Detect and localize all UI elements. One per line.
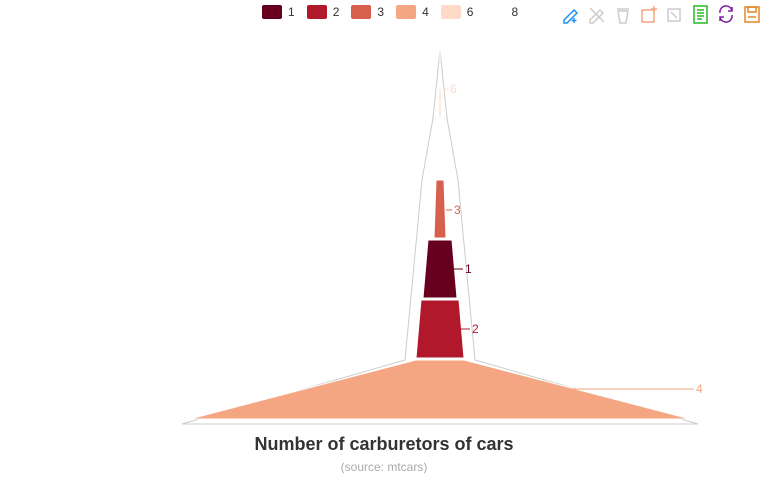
legend-label: 6 bbox=[466, 5, 474, 19]
legend-label: 1 bbox=[288, 5, 295, 19]
funnel-outline bbox=[181, 49, 699, 425]
clear-mark-icon[interactable] bbox=[612, 4, 632, 24]
remove-mark-icon[interactable] bbox=[586, 4, 606, 24]
data-label-2: 2 bbox=[472, 322, 479, 336]
zoom-reset-icon[interactable] bbox=[664, 4, 684, 24]
legend: 1 2 3 4 6 8 bbox=[262, 4, 530, 20]
funnel-segment-4[interactable] bbox=[189, 359, 691, 420]
chart-title: Number of carburetors of cars bbox=[254, 434, 514, 454]
legend-item-8[interactable]: 8 bbox=[485, 5, 518, 19]
toolbox bbox=[554, 4, 762, 24]
legend-label: 3 bbox=[377, 5, 385, 19]
legend-item-1[interactable]: 1 bbox=[262, 5, 295, 19]
legend-label: 2 bbox=[332, 5, 340, 19]
data-label-3: 3 bbox=[454, 203, 461, 217]
funnel-segment-6[interactable] bbox=[438, 87, 442, 119]
legend-item-4[interactable]: 4 bbox=[396, 5, 429, 19]
save-image-icon[interactable] bbox=[742, 4, 762, 24]
legend-item-2[interactable]: 2 bbox=[306, 5, 340, 19]
restore-icon[interactable] bbox=[716, 4, 736, 24]
data-view-icon[interactable] bbox=[690, 4, 710, 24]
data-label-6: 6 bbox=[450, 82, 457, 96]
data-label-1: 1 bbox=[465, 262, 472, 276]
legend-swatch bbox=[440, 5, 461, 19]
legend-item-6[interactable]: 6 bbox=[440, 5, 474, 19]
legend-label: 4 bbox=[422, 5, 429, 19]
funnel-segment-1[interactable] bbox=[422, 239, 458, 299]
zoom-icon[interactable] bbox=[638, 4, 658, 24]
funnel-segment-2[interactable] bbox=[415, 299, 465, 359]
legend-swatch bbox=[262, 5, 282, 19]
chart-subtitle: (source: mtcars) bbox=[340, 460, 428, 474]
data-label-4: 4 bbox=[696, 382, 703, 396]
legend-swatch bbox=[306, 5, 327, 19]
legend-swatch bbox=[485, 5, 506, 19]
line-mark-icon[interactable] bbox=[560, 4, 580, 24]
legend-item-3[interactable]: 3 bbox=[351, 5, 384, 19]
legend-swatch bbox=[351, 5, 372, 19]
legend-swatch bbox=[396, 5, 417, 19]
funnel-segment-3[interactable] bbox=[433, 179, 447, 239]
legend-label: 8 bbox=[511, 5, 519, 19]
